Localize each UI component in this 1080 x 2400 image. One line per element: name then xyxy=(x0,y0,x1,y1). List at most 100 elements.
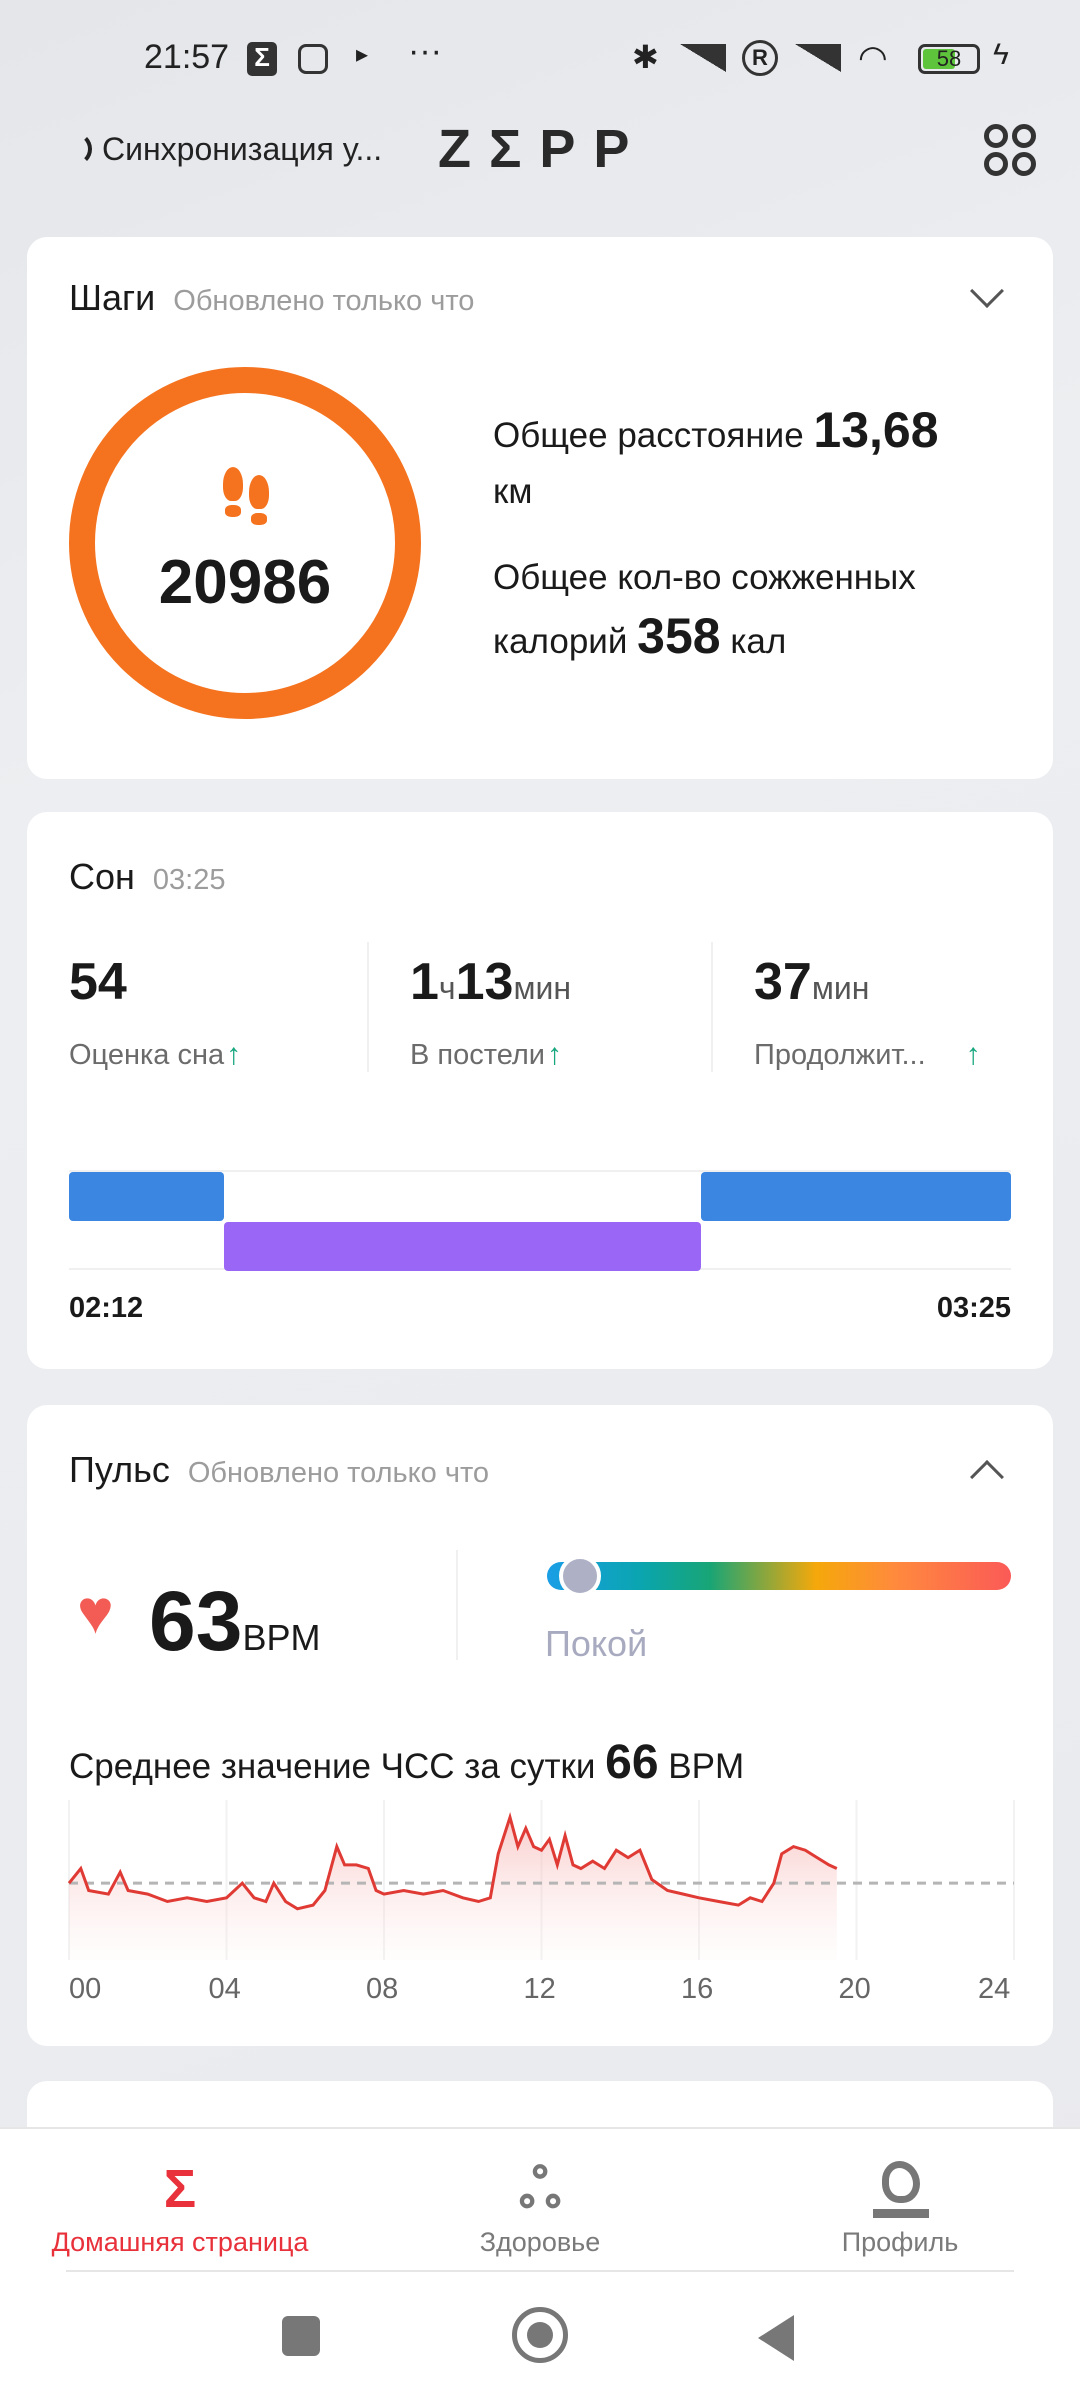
nav-health[interactable]: ஃ Здоровье xyxy=(360,2159,720,2258)
calories-value: 358 xyxy=(637,608,721,664)
steps-ring xyxy=(69,367,421,719)
zepp-logo: ZΣPP xyxy=(438,119,648,179)
x-tick-label: 16 xyxy=(681,1973,714,2005)
bluetooth-icon: ✱ xyxy=(632,39,659,75)
x-tick-label: 08 xyxy=(366,1973,399,2005)
footprints-icon xyxy=(217,465,277,525)
sleep-score-value: 54 xyxy=(69,953,127,1011)
heart-rate-line xyxy=(67,1812,838,1911)
profile-icon xyxy=(720,2159,1080,2219)
in-bed-label: В постели↑ xyxy=(410,1038,562,1072)
bpm-value: 63 xyxy=(149,1574,243,1668)
x-tick-label: 20 xyxy=(838,1973,871,2005)
nav-label: Профиль xyxy=(841,2227,959,2257)
chevron-up-icon[interactable] xyxy=(970,1460,1004,1494)
updated-text: Обновлено только что xyxy=(187,1457,490,1489)
heart-rate-area xyxy=(69,1817,837,1960)
distance-value: 13,68 xyxy=(813,402,939,458)
nav-label: Домашняя страница xyxy=(51,2227,309,2257)
health-icon: ஃ xyxy=(518,2159,562,2219)
duration-value: 37мин xyxy=(754,952,869,1012)
sleep-start-time: 02:12 xyxy=(69,1292,144,1324)
daily-average: Среднее значение ЧСС за сутки 66 BPM xyxy=(69,1735,744,1790)
calories-label: Общее кол-во сожженных xyxy=(493,558,916,597)
heart-zone-label: Покой xyxy=(545,1623,648,1664)
distance-unit: км xyxy=(493,472,533,511)
sleep-time: 03:25 xyxy=(152,864,226,896)
heart-icon: ♥ xyxy=(77,1578,114,1647)
pulse-card[interactable]: Пульс Обновлено только что ♥ 63BPM Покой … xyxy=(27,1405,1053,2046)
steps-count: 20986 xyxy=(158,548,332,617)
minutes-unit: мин xyxy=(811,970,870,1006)
recents-button[interactable] xyxy=(282,2316,320,2356)
battery-icon: 58 xyxy=(918,44,980,74)
roaming-icon: R xyxy=(742,40,778,76)
steps-title: Шаги Обновлено только что xyxy=(69,277,474,319)
divider xyxy=(711,942,713,1072)
avg-unit: BPM xyxy=(668,1747,745,1786)
zepp-notification-icon: Σ xyxy=(247,42,277,76)
nav-label: Здоровье xyxy=(479,2227,601,2257)
steps-card[interactable]: Шаги Обновлено только что 20986 Общее рас… xyxy=(27,237,1053,779)
sleep-end-time: 03:25 xyxy=(936,1292,1011,1324)
bottom-nav: Σ Домашняя страница ஃ Здоровье Профиль xyxy=(0,2127,1080,2400)
x-tick-label: 24 xyxy=(978,1973,1011,2005)
play-icon: ▸ xyxy=(356,41,369,68)
status-bar: 21:57 Σ ▸ ··· ✱ R ◠ 58 ϟ xyxy=(0,32,1080,84)
pulse-title: Пульс Обновлено только что xyxy=(69,1449,489,1491)
nav-home[interactable]: Σ Домашняя страница xyxy=(0,2159,360,2258)
label-text: Продолжит... xyxy=(754,1039,926,1071)
zone-indicator xyxy=(559,1555,601,1597)
label-text: Оценка сна xyxy=(69,1039,225,1071)
instagram-icon xyxy=(298,44,328,74)
x-tick-label: 00 xyxy=(69,1973,102,2005)
label-text: В постели xyxy=(410,1039,545,1071)
avg-label: Среднее значение ЧСС за сутки xyxy=(69,1747,596,1786)
distance-label: Общее расстояние xyxy=(493,416,804,455)
more-dots-icon: ··· xyxy=(408,32,442,70)
sleep-segment xyxy=(223,1222,702,1271)
divider xyxy=(456,1550,458,1660)
card-title: Сон xyxy=(69,856,135,897)
calories-unit: кал xyxy=(730,622,787,661)
home-button[interactable] xyxy=(512,2307,568,2363)
steps-calories: Общее кол-во сожженных калорий 358 кал xyxy=(493,549,1053,671)
arrow-up-icon: ↑ xyxy=(546,1038,562,1071)
grid-icon[interactable] xyxy=(984,124,1036,176)
bpm-unit: BPM xyxy=(242,1617,321,1658)
x-tick-label: 12 xyxy=(523,1973,556,2005)
wifi-icon: ◠ xyxy=(858,39,888,77)
x-tick-label: 04 xyxy=(208,1973,241,2005)
sleep-card[interactable]: Сон 03:25 54 Оценка сна↑ 1ч13мин В постел… xyxy=(27,812,1053,1369)
charging-icon: ϟ xyxy=(993,38,1009,71)
signal-icon xyxy=(680,44,726,72)
divider xyxy=(66,2270,1014,2272)
nav-profile[interactable]: Профиль xyxy=(720,2159,1080,2258)
sync-spinner-icon xyxy=(58,132,92,166)
minutes: 13 xyxy=(455,953,514,1011)
avg-value: 66 xyxy=(605,1736,659,1789)
sleep-score-label: Оценка сна↑ xyxy=(69,1038,241,1072)
divider xyxy=(367,942,369,1072)
minutes-unit: мин xyxy=(513,970,571,1006)
sleep-segment xyxy=(69,1172,224,1221)
sleep-stage-chart[interactable] xyxy=(69,1170,1011,1271)
clock: 21:57 xyxy=(144,38,230,76)
card-title: Шаги xyxy=(69,277,156,318)
sleep-segment xyxy=(701,1172,1011,1221)
arrow-up-icon: ↑ xyxy=(965,1038,981,1071)
minutes: 37 xyxy=(754,953,812,1011)
heart-rate-chart[interactable] xyxy=(27,1800,1053,1970)
sleep-title: Сон 03:25 xyxy=(69,856,225,898)
sync-status[interactable]: Синхронизация у... xyxy=(58,124,382,174)
chevron-down-icon[interactable] xyxy=(970,274,1004,308)
back-button[interactable] xyxy=(758,2315,794,2361)
hours: 1 xyxy=(410,953,439,1011)
steps-ring-track xyxy=(69,367,421,719)
sync-text: Синхронизация у... xyxy=(102,130,383,167)
steps-distance: Общее расстояние 13,68 км xyxy=(493,402,1013,520)
calories-label: калорий xyxy=(493,622,628,661)
in-bed-value: 1ч13мин xyxy=(410,952,571,1012)
hours-unit: ч xyxy=(438,970,456,1006)
updated-text: Обновлено только что xyxy=(173,285,475,317)
